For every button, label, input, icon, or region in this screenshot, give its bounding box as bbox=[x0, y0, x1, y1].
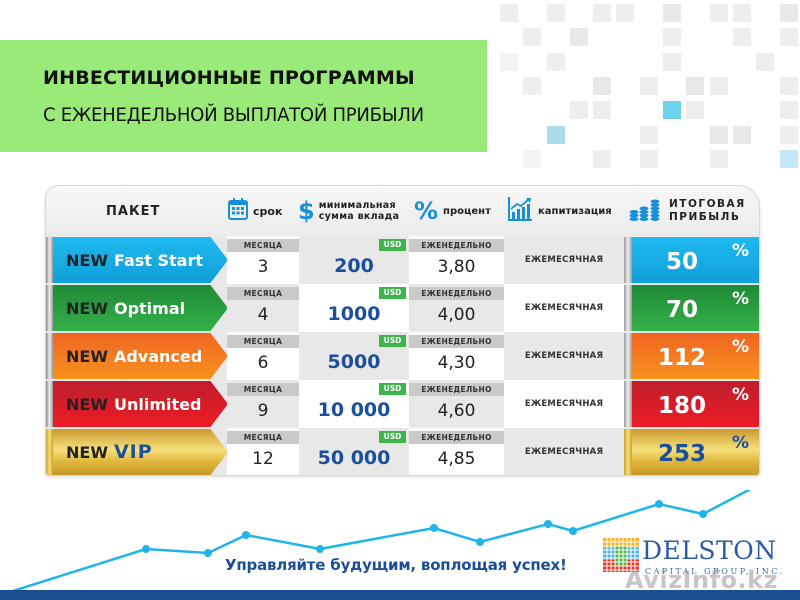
profit-value: 50 bbox=[665, 249, 698, 275]
header-percent: % процент bbox=[414, 197, 491, 225]
profit-cell: 180 % bbox=[632, 381, 759, 427]
capitalization-value: ЕЖЕМЕСЯЧНАЯ bbox=[524, 447, 604, 457]
percent-sign: % bbox=[732, 241, 750, 261]
table-row: NEW Advanced МЕСЯЦА 6 USD 5000 ЕЖЕНЕДЕЛЬН… bbox=[46, 332, 759, 380]
amount-value: 5000 bbox=[327, 351, 381, 373]
currency-badge: USD bbox=[379, 287, 406, 299]
profit-value: 180 bbox=[657, 393, 706, 419]
table-row: NEW Optimal МЕСЯЦА 4 USD 1000 ЕЖЕНЕДЕЛЬНО… bbox=[46, 284, 759, 332]
header-term: срок bbox=[228, 186, 282, 236]
watermark: AvizInfo.kz bbox=[625, 566, 779, 594]
amount-value: 1000 bbox=[327, 303, 381, 325]
capitalization-value: ЕЖЕМЕСЯЧНАЯ bbox=[524, 351, 604, 361]
capitalization-value: ЕЖЕМЕСЯЧНАЯ bbox=[524, 303, 604, 313]
row-edge bbox=[46, 429, 53, 475]
percent-value: 4,85 bbox=[437, 449, 476, 469]
percent-icon: % bbox=[414, 197, 439, 225]
header-package: ПАКЕТ bbox=[106, 203, 161, 219]
row-edge bbox=[46, 381, 53, 427]
bottom-bar bbox=[0, 590, 800, 600]
capitalization-cell bbox=[504, 428, 624, 475]
capitalization-cell bbox=[504, 380, 624, 428]
coin-stacks-icon bbox=[629, 197, 661, 225]
capitalization-cell bbox=[504, 236, 624, 284]
profit-cell: 50 % bbox=[632, 237, 759, 283]
calendar-icon bbox=[228, 198, 248, 224]
table-header: ПАКЕТ срок $ минимальная сумма вклада % … bbox=[46, 186, 759, 236]
profit-edge bbox=[624, 237, 632, 283]
dollar-icon: $ bbox=[298, 197, 315, 225]
row-edge bbox=[46, 237, 53, 283]
profit-cell: 253 % bbox=[632, 429, 759, 475]
row-edge bbox=[46, 285, 53, 331]
page-title: ИНВЕСТИЦИОННЫЕ ПРОГРАММЫ bbox=[43, 67, 415, 89]
amount-value: 200 bbox=[334, 255, 374, 277]
percent-value: 4,00 bbox=[437, 305, 476, 325]
profit-edge bbox=[624, 333, 632, 379]
page-subtitle: С ЕЖЕНЕДЕЛЬНОЙ ВЫПЛАТОЙ ПРИБЫЛИ bbox=[43, 104, 424, 126]
capitalization-cell bbox=[504, 284, 624, 332]
package-vip: NEW VIP bbox=[53, 429, 228, 475]
percent-value: 4,30 bbox=[437, 353, 476, 373]
profit-cell: 70 % bbox=[632, 285, 759, 331]
logo-name: DELSTON bbox=[642, 536, 777, 565]
percent-sign: % bbox=[732, 289, 750, 309]
currency-badge: USD bbox=[379, 431, 406, 443]
profit-edge bbox=[624, 429, 632, 475]
amount-value: 50 000 bbox=[317, 447, 391, 469]
growth-line-decoration bbox=[0, 490, 752, 597]
slogan: Управляйте будущим, воплощая успех! bbox=[225, 556, 567, 574]
profit-edge bbox=[624, 285, 632, 331]
delston-logo-mark bbox=[603, 538, 639, 576]
term-value: 4 bbox=[257, 305, 269, 325]
currency-badge: USD bbox=[379, 383, 406, 395]
term-value: 9 bbox=[257, 401, 269, 421]
table-row: NEW Unlimited МЕСЯЦА 9 USD 10 000 ЕЖЕНЕДЕ… bbox=[46, 380, 759, 428]
growth-chart-icon bbox=[507, 196, 533, 226]
table-row: NEW VIP МЕСЯЦА 12 USD 50 000 ЕЖЕНЕДЕЛЬНО … bbox=[46, 428, 759, 475]
package-advanced: NEW Advanced bbox=[53, 333, 228, 379]
package-optimal: NEW Optimal bbox=[53, 285, 228, 331]
currency-badge: USD bbox=[379, 239, 406, 251]
package-unlimited: NEW Unlimited bbox=[53, 381, 228, 427]
term-value: 12 bbox=[252, 449, 274, 469]
capitalization-value: ЕЖЕМЕСЯЧНАЯ bbox=[524, 399, 604, 409]
table-row: NEW Fast Start МЕСЯЦА 3 USD 200 ЕЖЕНЕДЕЛЬ… bbox=[46, 236, 759, 284]
logo-subtitle: CAPITAL GROUP, INC. bbox=[645, 567, 785, 576]
header-capitalization: капитизация bbox=[507, 186, 612, 236]
decorative-pixel-grid bbox=[480, 0, 800, 180]
profit-value: 112 bbox=[657, 345, 706, 371]
row-edge bbox=[46, 333, 53, 379]
currency-badge: USD bbox=[379, 335, 406, 347]
profit-edge bbox=[624, 381, 632, 427]
amount-value: 10 000 bbox=[317, 399, 391, 421]
package-fast-start: NEW Fast Start bbox=[53, 237, 228, 283]
percent-value: 4,60 bbox=[437, 401, 476, 421]
percent-value: 3,80 bbox=[437, 257, 476, 277]
capitalization-cell bbox=[504, 332, 624, 380]
investment-programs-table: ПАКЕТ срок $ минимальная сумма вклада % … bbox=[45, 185, 760, 476]
percent-sign: % bbox=[732, 337, 750, 357]
header-min-amount: $ минимальная сумма вклада bbox=[298, 197, 400, 225]
capitalization-value: ЕЖЕМЕСЯЧНАЯ bbox=[524, 255, 604, 265]
term-value: 6 bbox=[257, 353, 269, 373]
title-banner: ИНВЕСТИЦИОННЫЕ ПРОГРАММЫ С ЕЖЕНЕДЕЛЬНОЙ … bbox=[0, 40, 487, 152]
profit-value: 70 bbox=[665, 297, 698, 323]
term-value: 3 bbox=[257, 257, 269, 277]
profit-value: 253 bbox=[657, 441, 706, 467]
percent-sign: % bbox=[732, 433, 750, 453]
percent-sign: % bbox=[732, 385, 750, 405]
profit-cell: 112 % bbox=[632, 333, 759, 379]
header-final-profit: ИТОГОВАЯ ПРИБЫЛЬ bbox=[629, 186, 746, 236]
